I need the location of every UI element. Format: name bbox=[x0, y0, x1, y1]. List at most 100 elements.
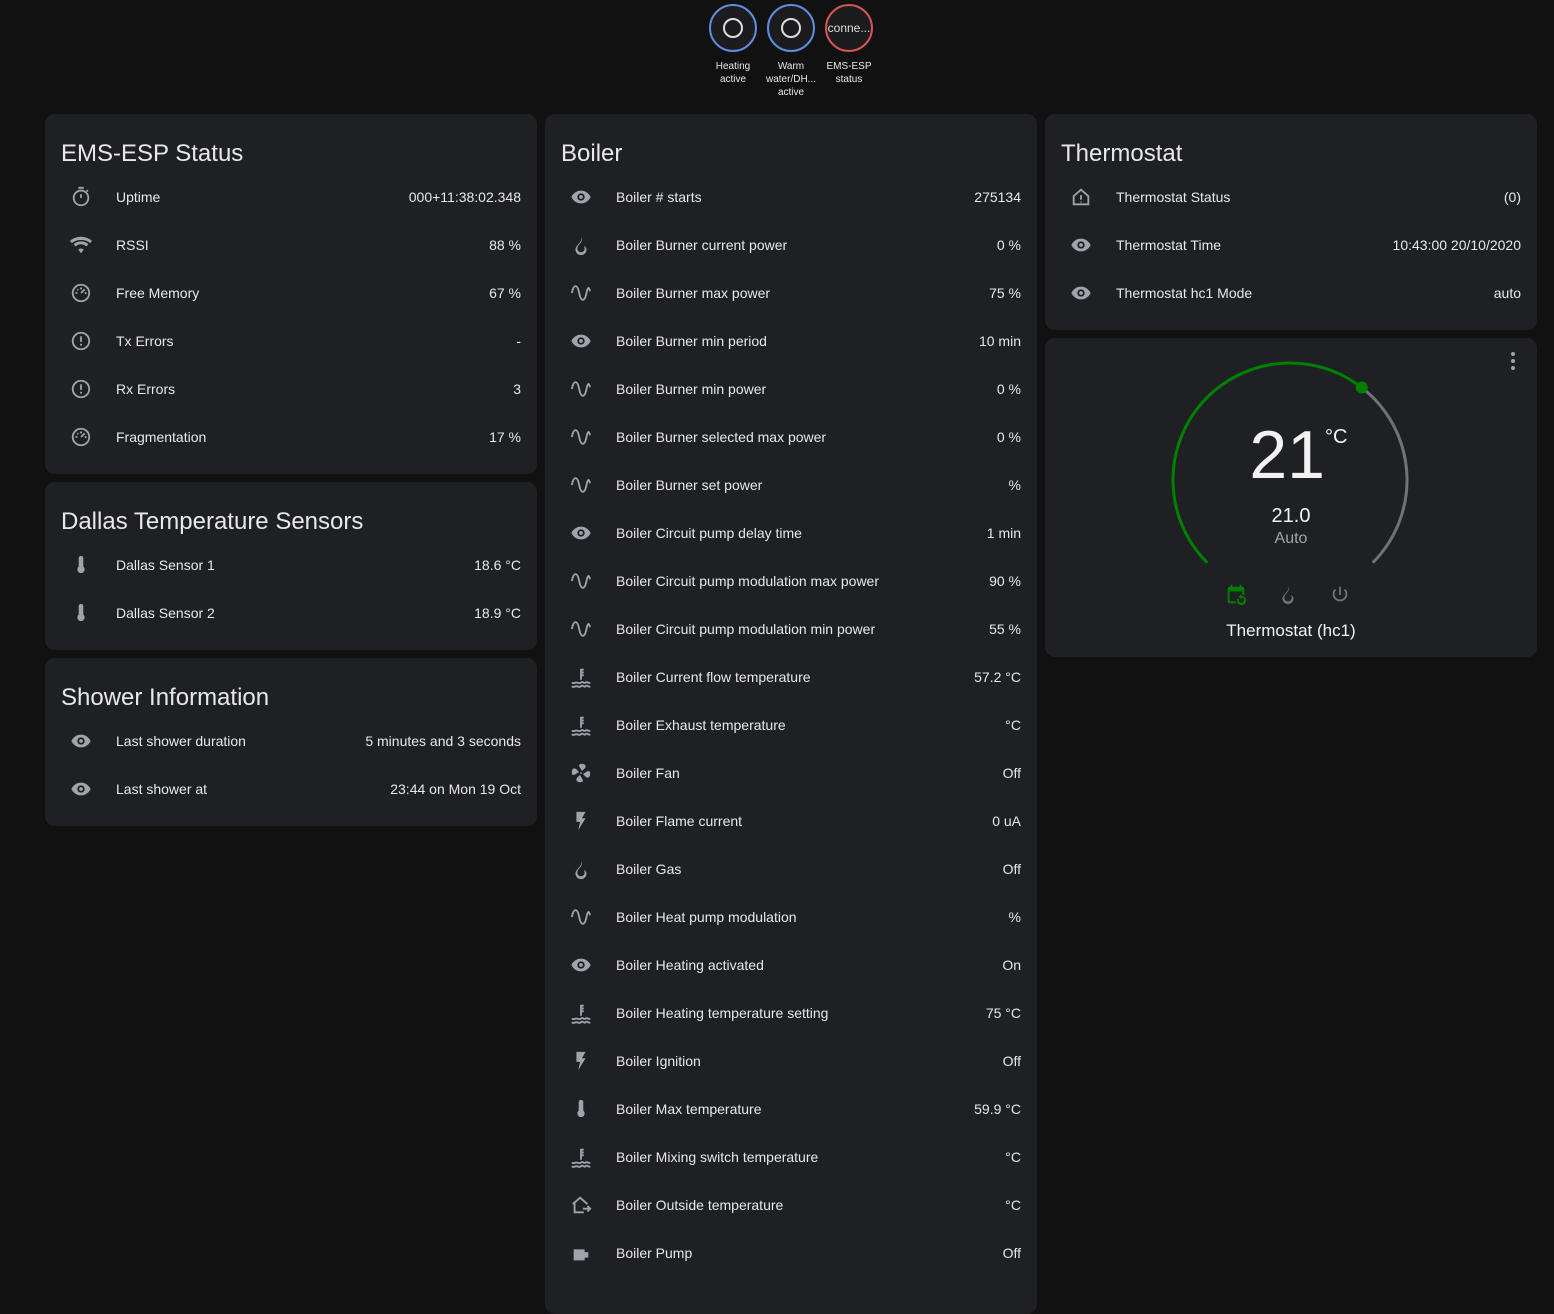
entity-value: 000+11:38:02.348 bbox=[408, 189, 521, 205]
entity-row[interactable]: Free Memory 67 % bbox=[61, 273, 521, 313]
entity-row[interactable]: Boiler Burner selected max power 0 % bbox=[561, 417, 1021, 457]
dallas-sensors-card: Dallas Temperature Sensors Dallas Sensor… bbox=[45, 482, 537, 650]
entity-row[interactable]: Boiler Mixing switch temperature °C bbox=[561, 1137, 1021, 1177]
entity-row[interactable]: Boiler Max temperature 59.9 °C bbox=[561, 1089, 1021, 1129]
entity-row[interactable]: Boiler Burner set power % bbox=[561, 465, 1021, 505]
mode-heat-fire-icon[interactable] bbox=[1277, 584, 1299, 606]
entity-row[interactable]: Boiler Fan Off bbox=[561, 753, 1021, 793]
entity-row[interactable]: Last shower at 23:44 on Mon 19 Oct bbox=[61, 769, 521, 809]
mode-off-power-icon[interactable] bbox=[1329, 584, 1351, 606]
entity-name: Boiler Circuit pump delay time bbox=[616, 525, 802, 541]
entity-row[interactable]: Rx Errors 3 bbox=[61, 369, 521, 409]
entity-name: Boiler Gas bbox=[616, 861, 682, 877]
entity-value: 55 % bbox=[989, 621, 1021, 637]
entity-row[interactable]: Boiler Current flow temperature 57.2 °C bbox=[561, 657, 1021, 697]
mode-auto-calendar-sync-icon[interactable] bbox=[1225, 584, 1247, 606]
entity-row[interactable]: Last shower duration 5 minutes and 3 sec… bbox=[61, 721, 521, 761]
entity-name: RSSI bbox=[116, 237, 149, 253]
eye-icon bbox=[1061, 225, 1101, 265]
more-options-icon[interactable] bbox=[1511, 352, 1519, 370]
current-temperature: 21.0 bbox=[1271, 505, 1311, 527]
eye-icon bbox=[561, 513, 601, 553]
entity-value: 57.2 °C bbox=[974, 669, 1021, 685]
sine-icon bbox=[561, 609, 601, 649]
badge-label: Heating active bbox=[715, 61, 751, 85]
entity-row[interactable]: Thermostat Status (0) bbox=[1061, 177, 1521, 217]
entity-value: 275134 bbox=[974, 189, 1021, 205]
entity-row[interactable]: Dallas Sensor 2 18.9 °C bbox=[61, 593, 521, 633]
entity-row[interactable]: Boiler Pump Off bbox=[561, 1233, 1021, 1273]
gauge-active-arc bbox=[1171, 361, 1363, 564]
entity-row[interactable]: Boiler Ignition Off bbox=[561, 1041, 1021, 1081]
state-badge[interactable]: Warm water/DH... active bbox=[766, 4, 816, 99]
entity-row[interactable]: Boiler # starts 275134 bbox=[561, 177, 1021, 217]
thermometer-icon bbox=[61, 593, 101, 633]
entity-row[interactable]: Boiler Heating temperature setting 75 °C bbox=[561, 993, 1021, 1033]
gauge-track bbox=[1360, 386, 1409, 564]
badge-ring bbox=[767, 4, 815, 52]
entity-value: auto bbox=[1493, 285, 1521, 301]
entity-value: 0 uA bbox=[992, 813, 1021, 829]
entity-name: Boiler Circuit pump modulation min power bbox=[616, 621, 876, 637]
badge-label: Warm water/DH... active bbox=[765, 61, 816, 98]
entity-row[interactable]: Boiler Heat pump modulation % bbox=[561, 897, 1021, 937]
entity-value: 0 % bbox=[996, 381, 1021, 397]
entity-value: 3 bbox=[513, 381, 521, 397]
entity-name: Boiler # starts bbox=[616, 189, 702, 205]
entity-row[interactable]: Fragmentation 17 % bbox=[61, 417, 521, 457]
entity-row[interactable]: Boiler Burner min period 10 min bbox=[561, 321, 1021, 361]
entity-row[interactable]: Uptime 000+11:38:02.348 bbox=[61, 177, 521, 217]
entity-name: Rx Errors bbox=[116, 381, 176, 397]
flash-icon bbox=[561, 801, 601, 841]
entity-name: Boiler Burner set power bbox=[616, 477, 763, 493]
entity-row[interactable]: Boiler Outside temperature °C bbox=[561, 1185, 1021, 1225]
entity-name: Boiler Heating temperature setting bbox=[616, 1005, 829, 1021]
water-temp-icon bbox=[561, 657, 601, 697]
entity-row[interactable]: Boiler Flame current 0 uA bbox=[561, 801, 1021, 841]
circle-outline-icon bbox=[781, 18, 801, 38]
entity-row[interactable]: Boiler Gas Off bbox=[561, 849, 1021, 889]
entity-name: Boiler Pump bbox=[616, 1245, 693, 1261]
entity-row[interactable]: Boiler Burner max power 75 % bbox=[561, 273, 1021, 313]
entity-row[interactable]: Boiler Circuit pump delay time 1 min bbox=[561, 513, 1021, 553]
entity-name: Boiler Heating activated bbox=[616, 957, 764, 973]
entity-row[interactable]: Tx Errors - bbox=[61, 321, 521, 361]
badge-ring: conne... bbox=[825, 4, 873, 52]
entity-name: Dallas Sensor 1 bbox=[116, 557, 215, 573]
entity-value: 18.6 °C bbox=[474, 557, 521, 573]
entity-name: Thermostat Status bbox=[1116, 189, 1231, 205]
entity-name: Boiler Burner min period bbox=[616, 333, 767, 349]
alert-icon bbox=[61, 369, 101, 409]
entity-name: Last shower duration bbox=[116, 733, 246, 749]
entity-value: Off bbox=[1002, 1053, 1021, 1069]
entity-row[interactable]: Boiler Burner min power 0 % bbox=[561, 369, 1021, 409]
eye-icon bbox=[561, 177, 601, 217]
entity-name: Boiler Exhaust temperature bbox=[616, 717, 786, 733]
badge-label: EMS-ESP status bbox=[826, 61, 872, 85]
entity-row[interactable]: Boiler Circuit pump modulation max power… bbox=[561, 561, 1021, 601]
state-badge[interactable]: Heating active bbox=[708, 4, 758, 99]
entity-row[interactable]: Thermostat Time 10:43:00 20/10/2020 bbox=[1061, 225, 1521, 265]
entity-row[interactable]: Boiler Heating activated On bbox=[561, 945, 1021, 985]
entity-value: 0 % bbox=[996, 429, 1021, 445]
entity-name: Boiler Flame current bbox=[616, 813, 743, 829]
sine-icon bbox=[561, 561, 601, 601]
entity-name: Uptime bbox=[116, 189, 161, 205]
entity-row[interactable]: Boiler Circuit pump modulation min power… bbox=[561, 609, 1021, 649]
entity-row[interactable]: RSSI 88 % bbox=[61, 225, 521, 265]
badge-ring bbox=[709, 4, 757, 52]
entity-value: 10 min bbox=[978, 333, 1021, 349]
state-badge[interactable]: conne... EMS-ESP status bbox=[824, 4, 874, 99]
card-title: Boiler bbox=[561, 140, 623, 167]
entity-row[interactable]: Thermostat hc1 Mode auto bbox=[1061, 273, 1521, 313]
entity-row[interactable]: Boiler Exhaust temperature °C bbox=[561, 705, 1021, 745]
entity-row[interactable]: Dallas Sensor 1 18.6 °C bbox=[61, 545, 521, 585]
entity-value: 23:44 on Mon 19 Oct bbox=[390, 781, 521, 797]
gauge-handle[interactable] bbox=[1355, 381, 1368, 394]
entity-row[interactable]: Boiler Burner current power 0 % bbox=[561, 225, 1021, 265]
temperature-gauge[interactable] bbox=[1045, 338, 1537, 578]
entity-value: % bbox=[1008, 477, 1021, 493]
entity-name: Boiler Current flow temperature bbox=[616, 669, 811, 685]
target-temperature: 21 bbox=[1249, 417, 1325, 493]
entity-name: Boiler Heat pump modulation bbox=[616, 909, 797, 925]
